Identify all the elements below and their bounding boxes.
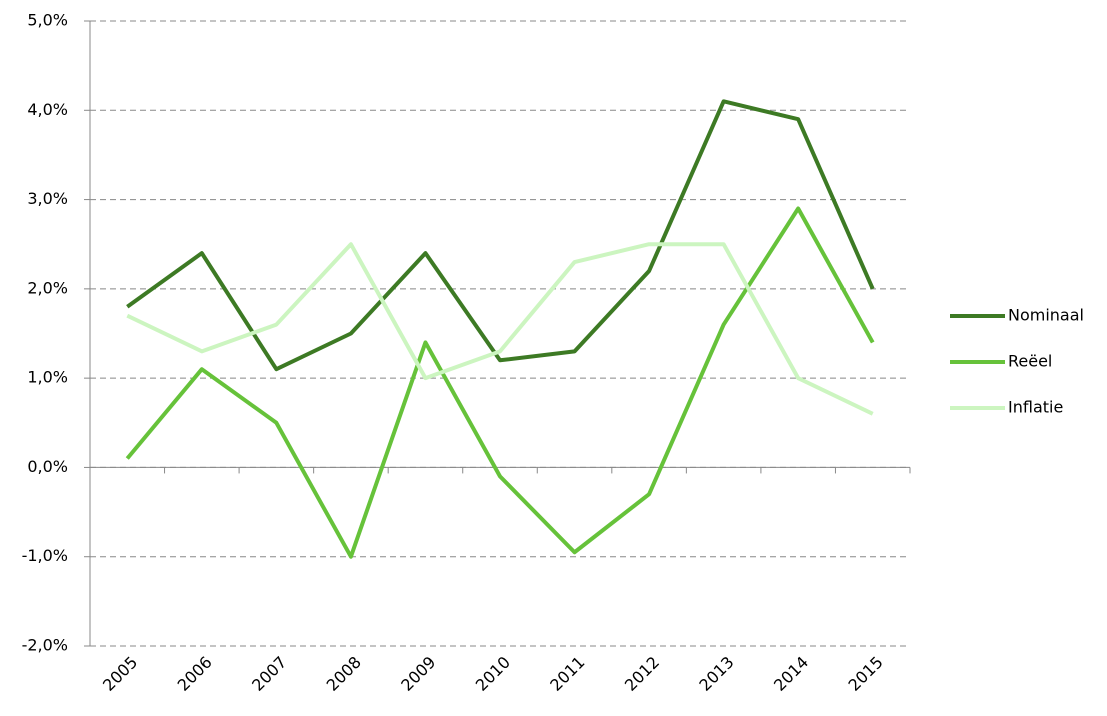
y-tick-label: 1,0% (27, 368, 68, 387)
legend-label: Nominaal (1008, 306, 1084, 325)
x-tick-label: 2006 (174, 653, 216, 695)
x-tick-label: 2010 (472, 653, 514, 695)
y-tick-label: 5,0% (27, 11, 68, 30)
x-tick-label: 2015 (845, 653, 887, 695)
x-tick-label: 2008 (323, 653, 365, 695)
y-tick-label: 2,0% (27, 278, 68, 297)
legend-label: Reëel (1008, 352, 1052, 371)
x-tick-label: 2014 (770, 653, 812, 695)
x-tick-label: 2011 (546, 653, 588, 695)
legend-label: Inflatie (1008, 398, 1063, 417)
y-tick-label: -1,0% (22, 546, 68, 565)
y-tick-label: 3,0% (27, 189, 68, 208)
x-tick-label: 2013 (695, 653, 737, 695)
x-tick-label: 2007 (248, 653, 290, 695)
x-tick-label: 2009 (397, 653, 439, 695)
y-tick-label: 4,0% (27, 100, 68, 119)
series-line (125, 206, 875, 559)
series-line (126, 242, 874, 416)
x-tick-label: 2005 (99, 653, 141, 695)
x-tick-label: 2012 (621, 653, 663, 695)
y-tick-label: 0,0% (27, 457, 68, 476)
series-line (126, 99, 875, 372)
y-tick-label: -2,0% (22, 636, 68, 655)
